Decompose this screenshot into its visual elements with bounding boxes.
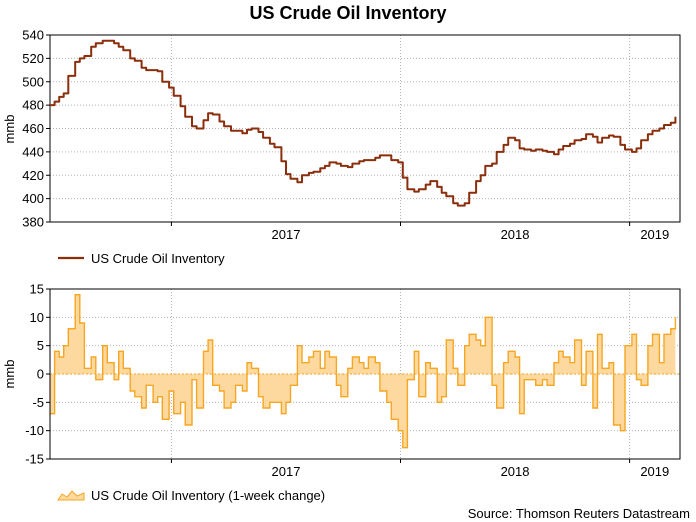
inventory-gridlines [50,34,680,223]
weekly-change-legend-swatch [57,490,85,501]
weekly-change-y-tick-label: -5 [32,395,44,410]
weekly-change-line [50,294,677,449]
inventory-x-tick-label: 2018 [501,227,530,242]
inventory-line [50,39,677,207]
inventory-plot-frame [49,34,681,223]
weekly-change-y-tick-label: 15 [30,282,44,297]
inventory-axes: 380 400 420 440 460 480 500 520 540 2017 2018 2019 [22,28,681,242]
inventory-legend-label: US Crude Oil Inventory [91,251,225,266]
inventory-y-tick-label: 500 [22,74,44,89]
inventory-x-tick-label: 2017 [272,227,301,242]
inventory-y-tick-label: 460 [22,121,44,136]
source-note: Source: Thomson Reuters Datastream [468,506,690,521]
weekly-change-legend: US Crude Oil Inventory (1-week change) [57,488,325,503]
inventory-series [50,39,677,207]
inventory-y-tick-label: 540 [22,28,44,43]
weekly-change-chart: -15 -10 -5 0 5 10 15 2017 2018 2019 mmb US Crude … [2,282,681,503]
weekly-change-x-tick-label: 2018 [501,464,530,479]
inventory-y-axis-label: mmb [2,115,17,144]
weekly-change-y-tick-label: 0 [37,367,44,382]
inventory-y-tick-label: 420 [22,168,44,183]
inventory-legend: US Crude Oil Inventory [58,251,225,266]
weekly-change-y-tick-label: -15 [25,452,44,467]
weekly-change-y-tick-label: 10 [30,310,44,325]
weekly-change-axes: -15 -10 -5 0 5 10 15 2017 2018 2019 [25,282,681,479]
inventory-y-tick-label: 480 [22,98,44,113]
weekly-change-y-axis-label: mmb [2,360,17,389]
inventory-y-tick-label: 380 [22,215,44,230]
weekly-change-series [50,294,680,449]
weekly-change-y-tick-label: -10 [25,423,44,438]
weekly-change-x-tick-label: 2019 [640,464,669,479]
weekly-change-x-tick-label: 2017 [272,464,301,479]
weekly-change-y-tick-label: 5 [37,338,44,353]
weekly-change-legend-label: US Crude Oil Inventory (1-week change) [91,488,325,503]
inventory-x-tick-label: 2019 [640,227,669,242]
weekly-change-plot-frame [49,288,681,460]
inventory-y-tick-label: 520 [22,51,44,66]
inventory-y-tick-label: 400 [22,191,44,206]
chart-title: US Crude Oil Inventory [249,3,446,23]
inventory-y-tick-label: 440 [22,144,44,159]
weekly-change-area [50,294,676,448]
